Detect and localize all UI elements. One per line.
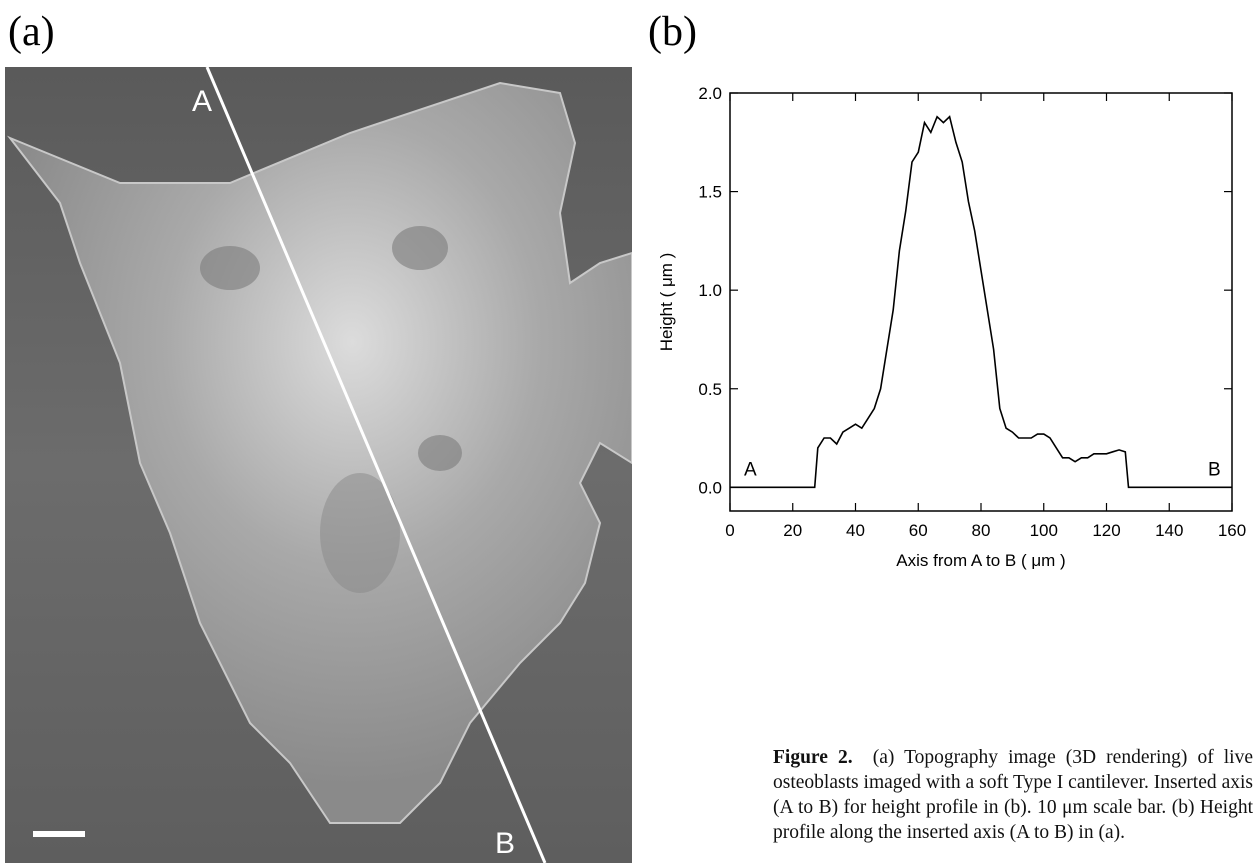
x-tick-label: 160 xyxy=(1218,521,1246,540)
plot-frame xyxy=(730,93,1232,511)
axis-marker: B xyxy=(495,827,515,860)
y-tick-label: 1.5 xyxy=(698,183,722,202)
annotation: B xyxy=(1208,459,1221,480)
x-tick-label: 20 xyxy=(783,521,802,540)
x-tick-label: 60 xyxy=(909,521,928,540)
x-tick-label: 100 xyxy=(1030,521,1058,540)
caption: Figure 2. (a) Topography image (3D rende… xyxy=(773,745,1253,845)
annotation: A xyxy=(744,459,757,480)
axis-marker: A xyxy=(192,85,212,118)
x-tick-label: 140 xyxy=(1155,521,1183,540)
profile-line xyxy=(730,117,1232,488)
x-tick-label: 40 xyxy=(846,521,865,540)
x-tick-label: 0 xyxy=(725,521,734,540)
y-tick-label: 0.0 xyxy=(698,478,722,497)
chart: 0 20 40 60 80 100 120 140 160 0.0 0.5 1.0 1.5 2.0 Axis… xyxy=(650,60,1250,680)
y-tick-label: 0.5 xyxy=(698,380,722,399)
x-tick-label: 120 xyxy=(1092,521,1120,540)
y-tick-label: 2.0 xyxy=(698,84,722,103)
topography-image: A B xyxy=(0,63,632,863)
x-axis-label: Axis from A to B ( μm ) xyxy=(896,551,1065,570)
caption-label: Figure 2. xyxy=(773,747,853,768)
page: (a) (b) A B 0 20 40 60 80 100 120 140 160 0.0 0.5 1… xyxy=(0,0,1259,863)
panel-label: (b) xyxy=(648,8,697,56)
x-tick-label: 80 xyxy=(972,521,991,540)
y-axis-label: Height ( μm ) xyxy=(657,253,676,352)
panel-label: (a) xyxy=(8,8,55,56)
y-tick-label: 1.0 xyxy=(698,281,722,300)
